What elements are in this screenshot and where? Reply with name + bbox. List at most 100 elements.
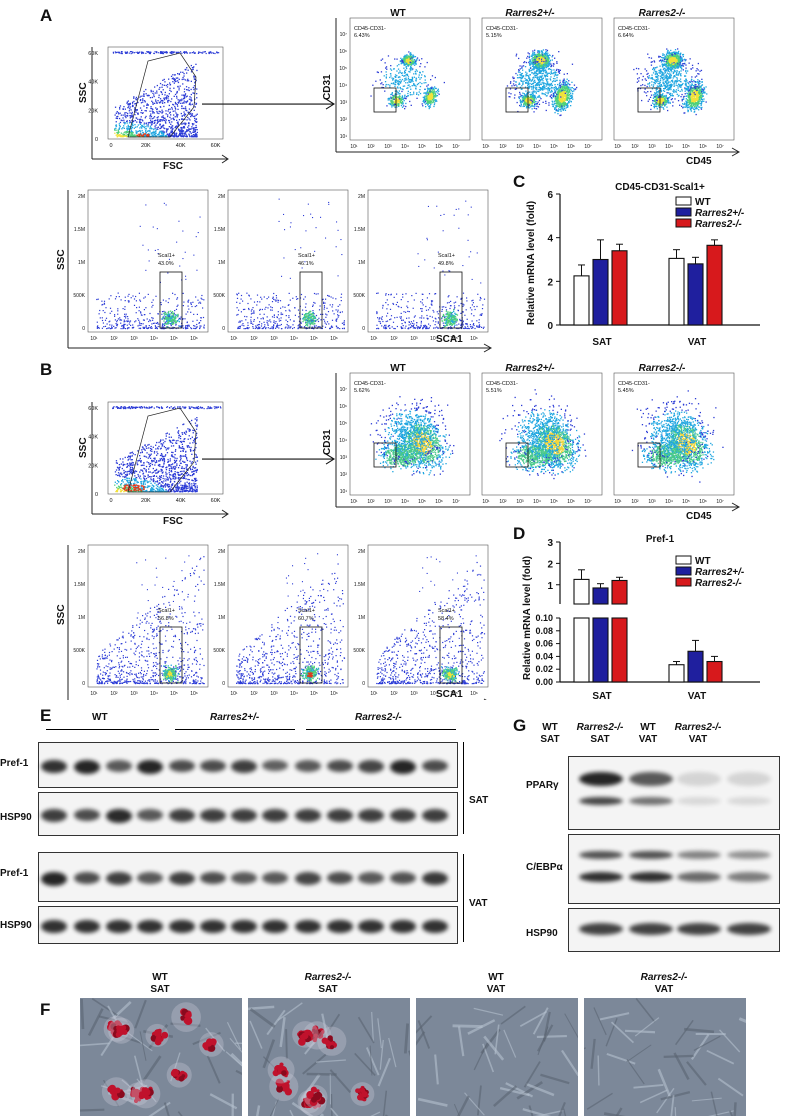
sparse-dot <box>290 222 292 224</box>
saturation-dot <box>135 51 137 53</box>
blot-e-line-ko <box>306 729 456 730</box>
cd31-tick-label: 10⁵ <box>339 66 347 72</box>
saturation-dot <box>130 53 132 55</box>
sca1-ssc-plot-frame <box>227 189 349 333</box>
saturation-dot <box>157 52 159 54</box>
fsc-tick-label: 20K <box>141 498 151 504</box>
saturation-dot <box>183 406 185 408</box>
saturation-dot <box>141 406 143 408</box>
saturation-dot <box>213 52 215 54</box>
high-density-dot <box>143 486 145 488</box>
high-density-dot <box>147 135 149 138</box>
cd-gate-box <box>637 87 661 113</box>
saturation-dot <box>145 406 147 408</box>
high-density-dot <box>168 671 170 673</box>
saturation-dot <box>148 51 150 53</box>
cell-streak <box>657 1068 672 1098</box>
saturation-dot <box>128 406 130 408</box>
cell-streak <box>403 1023 410 1054</box>
cell-streak <box>80 1042 110 1047</box>
cell-streak <box>377 1057 391 1087</box>
sca-ssc-tick-label: 0 <box>362 681 365 687</box>
photo-background <box>248 998 410 1116</box>
legend-swatch-2 <box>675 218 692 228</box>
cell-streak <box>357 1016 375 1044</box>
high-density-dot <box>127 488 129 490</box>
saturation-dot <box>112 51 114 53</box>
cell-streak <box>493 1085 518 1107</box>
saturation-dot <box>145 407 147 409</box>
sca-ssc-tick-label: 1.5M <box>354 227 365 233</box>
cd31-tick-label: 10⁴ <box>339 438 347 444</box>
sca1-ssc-plot-frame <box>367 544 489 688</box>
chart-d-ytick-label-lower: 0.06 <box>535 639 553 649</box>
blot-e-band <box>390 760 416 774</box>
high-density-dot <box>148 134 150 136</box>
saturation-dot <box>202 52 204 54</box>
cd31-tick-label: 10³ <box>340 455 348 461</box>
cd-gate-box <box>505 442 529 468</box>
sparse-dot <box>422 567 424 569</box>
chart-d-ytick-label-lower: 0.00 <box>535 677 553 687</box>
lipid-droplet <box>359 1087 366 1093</box>
sparse-dot <box>467 239 469 241</box>
high-density-dot <box>450 676 452 678</box>
cell-streak <box>248 1005 275 1011</box>
cell-streak <box>277 1002 303 1021</box>
sparse-dot <box>322 618 324 620</box>
blot-e-band <box>390 809 416 822</box>
cd45-tick-label: 10¹ <box>482 499 490 505</box>
saturation-dot <box>149 51 151 53</box>
sca-gate-label: Scal1+ <box>298 608 315 614</box>
blot-e-band <box>390 920 416 934</box>
sparse-dot <box>475 555 477 557</box>
blot-g-band <box>629 772 673 786</box>
sca-ssc-tick-label: 1M <box>218 615 225 621</box>
cell-streak <box>590 1038 596 1069</box>
saturation-dot <box>163 51 165 53</box>
bar-vat-2 <box>706 244 723 326</box>
sca-gate-label: Scal1+ <box>298 253 315 259</box>
saturation-dot <box>198 51 200 53</box>
blot-e-line-wt <box>46 729 159 730</box>
cell-streak <box>417 1020 431 1049</box>
ssc-tick-label: 40K <box>88 435 98 441</box>
sparse-dot <box>426 237 428 239</box>
saturation-dot <box>140 406 143 408</box>
density-cloud <box>506 51 574 113</box>
blot-e-band <box>41 760 67 774</box>
sca-gate-box <box>299 271 323 329</box>
sparse-dot <box>283 213 285 215</box>
sparse-dot <box>430 580 432 582</box>
blot-e-band <box>169 872 195 885</box>
saturation-dot <box>157 406 160 408</box>
sparse-dot <box>179 265 181 267</box>
cell-streak <box>262 1039 276 1069</box>
saturation-dot <box>208 52 210 55</box>
high-density-dot <box>448 672 450 675</box>
cell-streak <box>483 1035 505 1061</box>
sparse-dot <box>278 220 280 222</box>
sca1-tick-label: 10¹ <box>90 691 98 697</box>
bar-lower-sat-0 <box>573 617 590 683</box>
category-label-vat: VAT <box>688 691 707 702</box>
saturation-dot <box>180 51 182 53</box>
high-density-dot <box>143 486 145 489</box>
blot-e-band <box>358 920 384 934</box>
saturation-dot <box>162 51 164 53</box>
sca1-tick-label: 10⁴ <box>150 336 158 342</box>
cell-streak <box>255 1105 261 1116</box>
cd31-tick-label: 10⁵ <box>339 421 347 427</box>
lipid-droplet <box>137 1098 141 1102</box>
saturation-dot <box>197 408 199 410</box>
cell-streak <box>733 1102 737 1116</box>
fsc-tick-label: 60K <box>211 498 221 504</box>
sparse-dot <box>303 215 305 217</box>
photo-tissue-0: SAT <box>150 984 170 995</box>
sparse-dot <box>184 561 186 563</box>
cd45-tick-label: 10⁷ <box>716 144 724 150</box>
chart-c-ytick-label: 4 <box>547 234 553 245</box>
sparse-dot <box>178 220 180 222</box>
cd31-tick-label: 10⁶ <box>339 404 347 410</box>
cd45-tick-label: 10⁷ <box>716 499 724 505</box>
